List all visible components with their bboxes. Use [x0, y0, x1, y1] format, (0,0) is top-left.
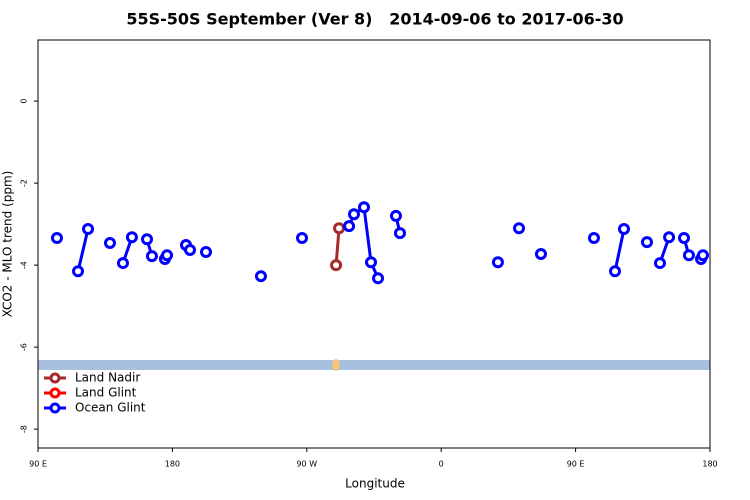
- legend-label: Land Glint: [75, 386, 137, 400]
- y-tick-label: -6: [20, 343, 29, 351]
- point: [663, 231, 676, 244]
- point: [513, 222, 526, 235]
- x-tick-label: 90 W: [296, 460, 317, 469]
- point: [82, 223, 95, 236]
- point: [393, 227, 406, 240]
- point: [103, 236, 116, 249]
- point: [200, 245, 212, 258]
- y-tick-label: -2: [20, 179, 29, 187]
- point: [653, 257, 666, 270]
- y-axis-label: XCO2 - MLO trend (ppm): [1, 171, 15, 318]
- point: [640, 236, 653, 249]
- point: [50, 232, 63, 245]
- x-tick-label: 180: [702, 460, 717, 469]
- point: [254, 270, 267, 283]
- point: [389, 209, 402, 222]
- point: [161, 249, 174, 262]
- map-land: [332, 359, 340, 371]
- series-line: [334, 228, 341, 266]
- legend-marker: [49, 387, 61, 399]
- point: [678, 232, 691, 245]
- point: [491, 256, 504, 269]
- point: [141, 233, 154, 246]
- legend-label: Land Nadir: [75, 371, 140, 385]
- y-tick-label: -4: [20, 261, 29, 269]
- legend-marker: [49, 372, 61, 384]
- point: [372, 272, 385, 285]
- chart-title: 55S-50S September (Ver 8) 2014-09-06 to …: [126, 10, 623, 29]
- map-strip: [38, 360, 710, 370]
- point: [365, 256, 378, 269]
- point: [116, 257, 129, 270]
- x-tick-label: 0: [439, 460, 444, 469]
- point: [184, 243, 197, 256]
- point: [296, 232, 309, 245]
- legend-label: Ocean Glint: [75, 401, 146, 415]
- point: [72, 265, 85, 278]
- point: [333, 222, 346, 235]
- x-axis-label: Longitude: [345, 477, 405, 491]
- point: [534, 248, 547, 261]
- x-tick-label: 90 E: [567, 460, 585, 469]
- point: [587, 232, 600, 245]
- point: [357, 201, 370, 214]
- point: [145, 250, 158, 263]
- x-tick-label: 180: [165, 460, 180, 469]
- x-tick-label: 90 E: [29, 460, 47, 469]
- point: [696, 249, 709, 262]
- legend-marker: [49, 402, 61, 414]
- point: [330, 259, 343, 272]
- point: [347, 208, 360, 221]
- point: [617, 223, 630, 236]
- point: [125, 231, 138, 244]
- point: [343, 220, 356, 233]
- point: [609, 265, 622, 278]
- point: [682, 249, 695, 262]
- y-tick-label: 0: [20, 99, 29, 104]
- y-tick-label: -8: [20, 425, 29, 433]
- plot-frame: [37, 39, 711, 449]
